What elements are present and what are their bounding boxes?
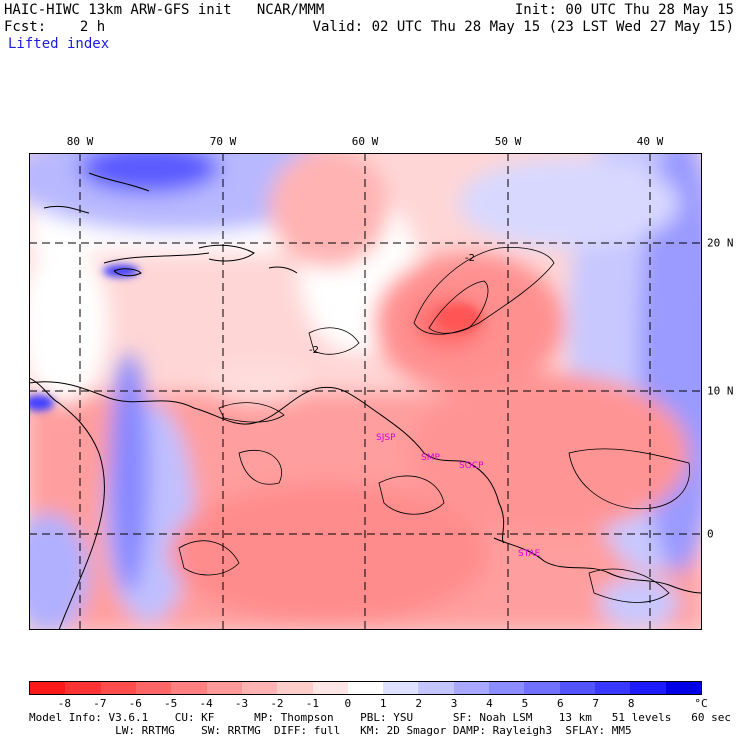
colorbar-tick-label: -3 [234,697,249,710]
colorbar-tick-label: 8 [627,697,635,710]
contours [178,246,691,603]
map-frame [29,153,702,630]
colorbar [29,681,702,695]
station-label-smp: SMP [421,453,440,463]
colorbar-tick-label: -4 [199,697,213,710]
coastlines [29,172,702,630]
colorbar-tick-label: -5 [164,697,178,710]
station-labels: SJSP SMP SOCP STAE [376,433,541,559]
colorbar-swatch [489,682,525,694]
graticule [29,153,702,630]
colorbar-swatch [30,682,66,694]
forecast-hour: Fcst: 2 h [4,19,106,35]
colorbar-tick-label: 7 [592,697,600,710]
lon-label-70w: 70 W [209,135,237,148]
colorbar-swatch [100,682,136,694]
footer-physics-info: LW: RRTMG SW: RRTMG DIFF: full KM: 2D Sm… [29,724,632,737]
colorbar-tick-label: 4 [486,697,493,710]
colorbar-swatch [630,682,666,694]
lat-label-0: 0 [707,527,714,541]
colorbar-unit: °C [694,697,708,710]
model-title: HAIC-HIWC 13km ARW-GFS init NCAR/MMM [4,2,325,18]
contour-label: -2 [309,345,319,356]
colorbar-swatch [453,682,490,694]
colorbar-tick-label: 3 [450,697,458,710]
valid-time: Valid: 02 UTC Thu 28 May 15 (23 LST Wed … [312,19,734,35]
colorbar-tick-label: -7 [93,697,107,710]
field-name: Lifted index [8,36,110,52]
init-time: Init: 00 UTC Thu 28 May 15 [514,2,734,18]
contour-label: -2 [465,253,475,264]
colorbar-swatch [595,682,631,694]
colorbar-swatch [347,682,384,694]
lat-label-20n: 20 N [707,236,734,250]
colorbar-swatch [206,682,242,694]
lon-label-80w: 80 W [66,135,94,148]
colorbar-swatch [559,682,595,694]
station-label-sjsp: SJSP [376,433,396,443]
colorbar-swatch [418,682,454,694]
colorbar-tick-label: -2 [270,697,284,710]
colorbar-tick-label: 0 [344,697,352,710]
station-label-stae: STAE [518,549,541,559]
colorbar-swatch [665,682,701,694]
lat-label-10n: 10 N [707,384,734,398]
colorbar-swatch [312,682,348,694]
colorbar-swatch [277,682,313,694]
colorbar-tick-label: -8 [57,697,72,710]
colorbar-tick-label: 2 [415,697,422,710]
station-label-socp: SOCP [459,461,484,471]
colorbar-swatch [524,682,560,694]
colorbar-swatch [241,682,278,694]
colorbar-tick-label: 6 [557,697,564,710]
colorbar-tick-label: 5 [521,697,529,710]
lifted-index-map: -2 -2 SJSP SMP SOCP STAE [29,153,702,630]
colorbar-swatch [65,682,101,694]
lon-label-40w: 40 W [636,135,664,148]
colorbar-swatch [171,682,207,694]
colorbar-swatch [135,682,172,694]
contour-labels: -2 -2 [309,253,475,356]
colorbar-tick-label: -6 [128,697,142,710]
lon-label-60w: 60 W [351,135,379,148]
colorbar-tick-label: 1 [379,697,387,710]
colorbar-tick-label: -1 [305,697,319,710]
footer-model-info: Model Info: V3.6.1 CU: KF MP: Thompson P… [29,711,731,724]
lon-label-50w: 50 W [494,135,522,148]
colorbar-swatch [383,682,419,694]
